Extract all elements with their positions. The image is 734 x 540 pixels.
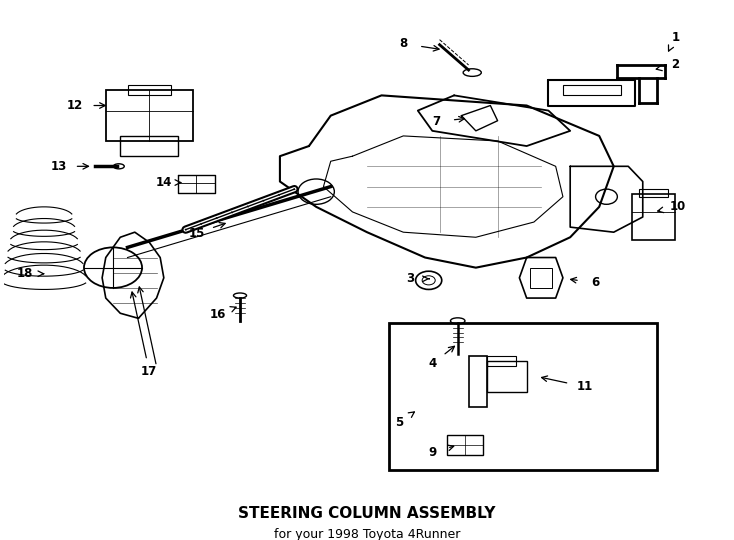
Text: STEERING COLUMN ASSEMBLY: STEERING COLUMN ASSEMBLY: [239, 506, 495, 521]
Text: 6: 6: [592, 276, 600, 289]
Bar: [468, 356, 487, 407]
Bar: [106, 90, 193, 141]
Text: 16: 16: [210, 308, 226, 321]
Text: 10: 10: [669, 200, 686, 213]
Bar: [632, 194, 675, 240]
Text: 15: 15: [189, 227, 205, 240]
Text: for your 1998 Toyota 4Runner: for your 1998 Toyota 4Runner: [274, 528, 460, 540]
Bar: [120, 136, 178, 156]
Bar: [487, 361, 527, 392]
Bar: [128, 85, 171, 96]
Text: 12: 12: [67, 99, 84, 112]
Bar: [563, 85, 621, 96]
Text: 1: 1: [672, 31, 680, 44]
Text: 18: 18: [16, 267, 33, 280]
Text: 7: 7: [432, 115, 440, 128]
Bar: [639, 189, 668, 197]
Text: 13: 13: [51, 160, 67, 173]
Text: 3: 3: [407, 272, 415, 285]
Bar: [389, 323, 657, 470]
Text: 11: 11: [577, 380, 593, 393]
Bar: [530, 268, 552, 288]
Text: 14: 14: [156, 176, 172, 189]
Text: 2: 2: [672, 58, 680, 71]
Text: 4: 4: [428, 357, 437, 370]
Text: 17: 17: [141, 365, 157, 378]
Text: 9: 9: [428, 446, 437, 459]
Text: 5: 5: [396, 416, 404, 429]
Bar: [447, 435, 483, 455]
Text: 8: 8: [399, 37, 407, 50]
Bar: [487, 356, 516, 367]
